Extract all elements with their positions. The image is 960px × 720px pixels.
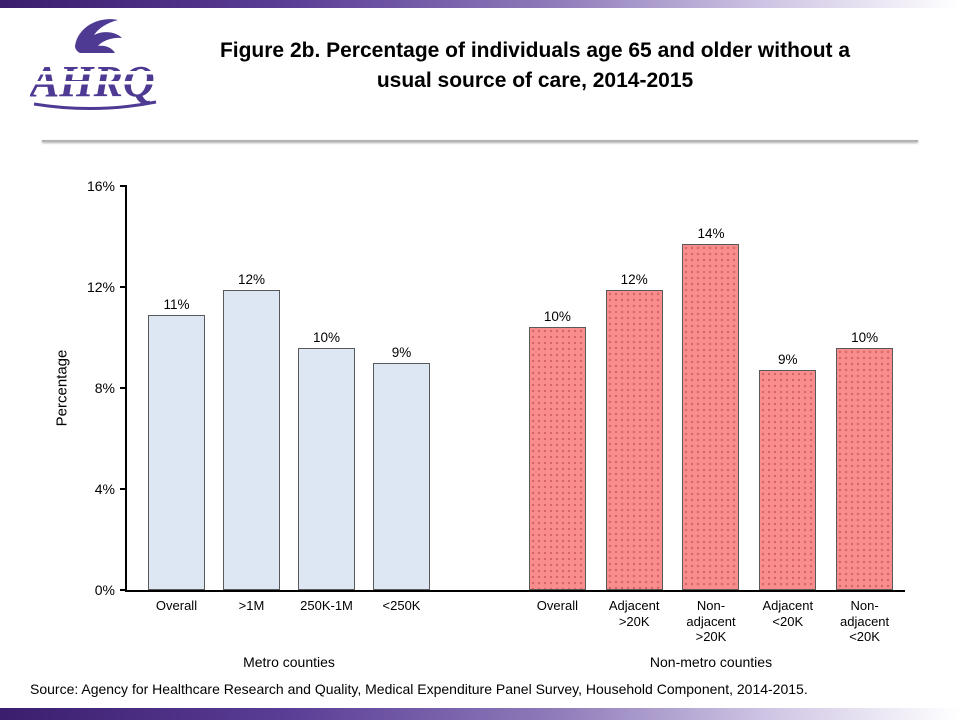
bar-slot: 12% >1M [214, 186, 289, 613]
bar-category-label: Adjacent <20K [762, 598, 814, 629]
logo-stripe [30, 71, 158, 75]
bar-category-label: Overall [536, 598, 578, 613]
bar-slot: 14% Non- adjacent >20K [673, 186, 750, 644]
bar [373, 362, 430, 590]
bar-category-label: Adjacent >20K [608, 598, 660, 629]
ahrq-logo: AHRQ [27, 10, 160, 114]
y-tick-mark [120, 488, 127, 490]
bar-value-label: 9% [391, 344, 412, 360]
logo-underline-swoosh [33, 100, 157, 111]
bar-value-label: 9% [778, 352, 798, 368]
y-tick-label: 8% [94, 380, 115, 396]
bar-category-label: <250K [382, 598, 421, 613]
bar [298, 347, 355, 590]
plot-area: Metro counties 11% Overall 12% >1M 10% 250K-1… [87, 178, 905, 670]
bar-category-label: Overall [155, 598, 198, 613]
y-tick-label: 16% [86, 178, 115, 194]
bar-value-label: 12% [620, 271, 648, 287]
y-tick-mark [120, 185, 127, 187]
y-tick-mark [120, 589, 127, 591]
bar-value-label: 10% [851, 329, 879, 345]
ahrq-logo-graphic: AHRQ [27, 19, 158, 111]
bar [682, 244, 740, 590]
y-tick-label: 4% [94, 481, 115, 497]
nonmetro-bar-group: Non-metro counties 10% Overall 12% Adjacent… [519, 186, 903, 670]
bar-value-label: 10% [312, 329, 341, 345]
y-axis-title: Percentage [53, 349, 71, 427]
logo-stripe [30, 81, 158, 85]
bar-category-label: 250K-1M [300, 598, 353, 613]
bar-slot: 12% Adjacent >20K [596, 186, 673, 629]
bar-slot: 10% Overall [519, 186, 596, 613]
hhs-eagle-icon [75, 19, 122, 54]
y-tick-mark [120, 286, 127, 288]
y-tick-label: 12% [86, 279, 115, 295]
bar-slot: 11% Overall [139, 186, 214, 613]
bar [605, 289, 663, 590]
bar [528, 327, 586, 590]
metro-bar-group: Metro counties 11% Overall 12% >1M 10% 250K-1… [139, 186, 439, 670]
bottom-accent-strip [0, 708, 960, 720]
bar-value-label: 14% [697, 226, 725, 242]
bar-value-label: 10% [543, 309, 571, 325]
bar [148, 314, 205, 590]
bar-slot: 9% <250K [364, 186, 439, 613]
bar [759, 370, 817, 590]
top-accent-strip [0, 0, 960, 8]
y-tick-mark [120, 387, 127, 389]
group-label-nonmetro: Non-metro counties [649, 654, 773, 670]
bar [223, 289, 280, 590]
group-label-metro: Metro counties [243, 654, 335, 670]
bar-category-label: Non- adjacent <20K [840, 598, 890, 645]
source-note: Source: Agency for Healthcare Research a… [30, 681, 808, 697]
bar-category-label: >1M [238, 598, 265, 613]
bar [836, 347, 894, 590]
bar-value-label: 12% [237, 271, 266, 287]
figure-title: Figure 2b. Percentage of individuals age… [219, 39, 851, 93]
bar-category-label: Non- adjacent >20K [686, 598, 736, 645]
bar-slot: 10% Non- adjacent <20K [826, 186, 903, 644]
title-divider [42, 140, 918, 142]
bar-slot: 9% Adjacent <20K [749, 186, 826, 629]
y-tick-label: 0% [94, 582, 115, 598]
bar-value-label: 11% [163, 296, 190, 312]
bar-slot: 10% 250K-1M [289, 186, 364, 613]
